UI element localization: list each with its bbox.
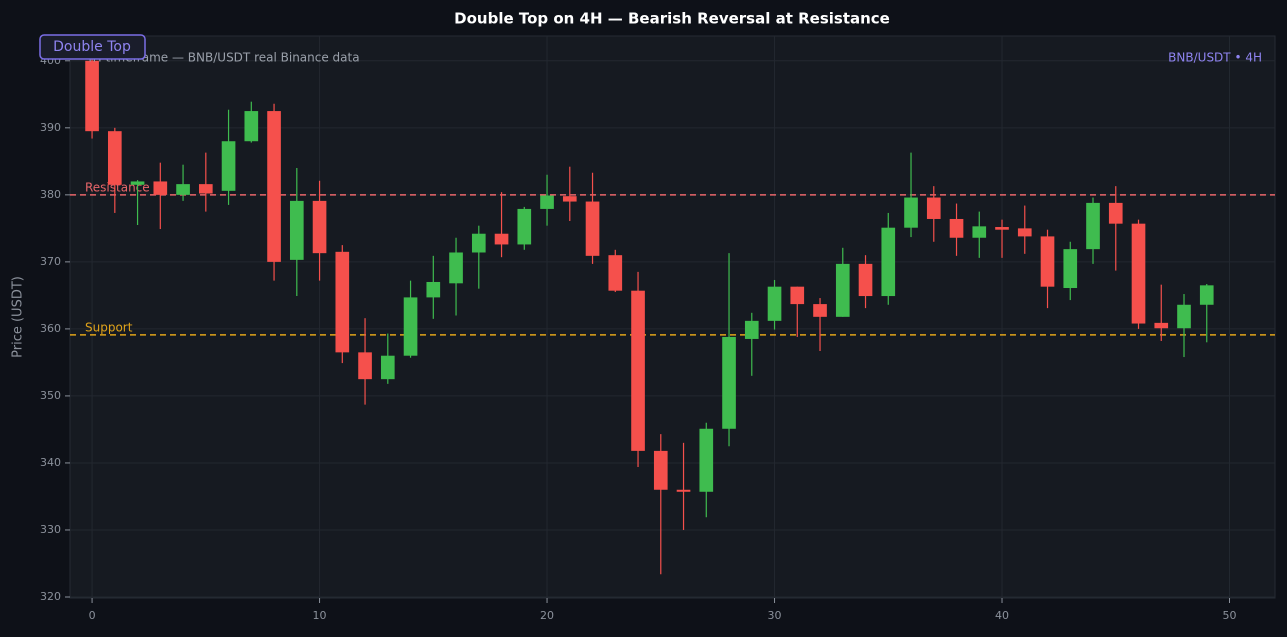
candle-body <box>358 352 372 380</box>
candle-body <box>631 290 645 451</box>
candle-body <box>1040 236 1055 287</box>
candle-body <box>198 184 213 194</box>
candle-body <box>1177 304 1191 329</box>
candle-body <box>608 255 623 291</box>
x-tick-label: 40 <box>995 609 1009 622</box>
candle-body <box>699 428 714 492</box>
candle-body <box>1154 322 1169 329</box>
candle-body <box>835 263 850 317</box>
x-tick-label: 0 <box>89 609 96 622</box>
x-tick-label: 50 <box>1223 609 1237 622</box>
candle-body <box>904 197 918 228</box>
candle-body <box>1108 202 1123 224</box>
candle-body <box>267 111 281 262</box>
badge-box <box>39 34 146 60</box>
candle-body <box>653 450 668 490</box>
candle-body <box>540 195 554 209</box>
candle-body <box>722 336 736 429</box>
candle-body <box>585 201 600 256</box>
candle-body <box>995 227 1009 230</box>
y-tick-label: 340 <box>40 456 61 469</box>
y-tick-label: 330 <box>40 523 61 536</box>
y-axis-label: Price (USDT) <box>11 276 26 358</box>
candle-body <box>312 200 327 254</box>
candle-body <box>153 181 168 195</box>
candle-body <box>949 218 964 238</box>
candle-body <box>449 252 463 284</box>
y-tick-label: 360 <box>40 322 61 335</box>
candle-body <box>744 320 759 339</box>
candle-body <box>221 141 236 191</box>
y-tick-label: 320 <box>40 590 61 603</box>
chart-title: Double Top on 4H — Bearish Reversal at R… <box>454 10 890 28</box>
candle-body <box>130 181 145 185</box>
candle-body <box>562 196 577 202</box>
reference-label: Support <box>85 320 133 334</box>
x-tick-label: 30 <box>768 609 782 622</box>
candle-body <box>517 208 532 245</box>
candle-body <box>471 233 486 253</box>
candle-body <box>176 184 190 195</box>
candle-body <box>881 227 896 297</box>
candle-body <box>926 197 941 219</box>
candle-body <box>1086 202 1100 250</box>
candle-body <box>858 263 873 297</box>
candle-body <box>1199 285 1214 305</box>
candle-body <box>244 111 259 142</box>
subtitle: 4H timeframe — BNB/USDT real Binance dat… <box>85 51 360 65</box>
candle-body <box>85 60 99 132</box>
candle-body <box>289 200 304 260</box>
candle-body <box>676 489 691 492</box>
x-tick-label: 10 <box>313 609 327 622</box>
badge: Double Top <box>53 39 131 55</box>
candle-body <box>380 355 395 380</box>
candle-body <box>767 286 782 321</box>
y-tick-label: 390 <box>40 121 61 134</box>
candle-body <box>107 131 122 185</box>
candle-body <box>813 304 827 317</box>
y-tick-label: 370 <box>40 255 61 268</box>
candle-body <box>790 286 805 305</box>
candle-body <box>972 226 987 238</box>
candle-body <box>1017 228 1032 237</box>
x-tick-label: 20 <box>540 609 554 622</box>
candle-body <box>1131 223 1146 324</box>
candle-body <box>1063 249 1078 289</box>
candle-body <box>426 281 441 298</box>
y-tick-label: 380 <box>40 188 61 201</box>
y-tick-label: 350 <box>40 389 61 402</box>
candle-body <box>403 297 418 356</box>
tag: BNB/USDT • 4H <box>1168 51 1262 65</box>
candle-body <box>494 233 509 245</box>
candle-body <box>335 251 350 353</box>
